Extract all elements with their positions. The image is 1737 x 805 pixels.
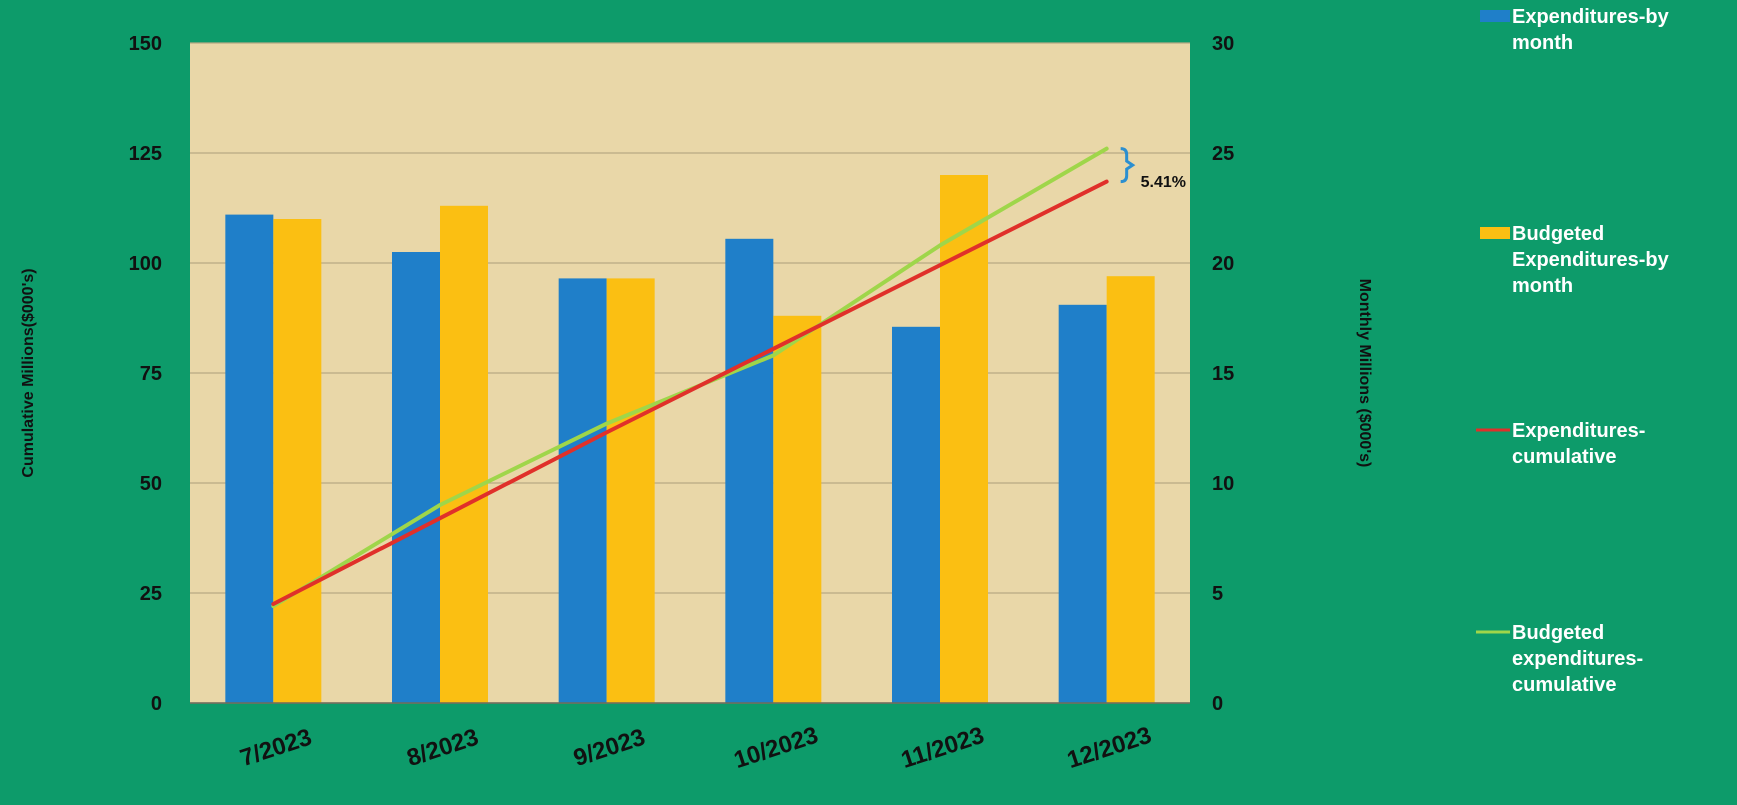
x-tick-label: 8/2023	[404, 724, 482, 772]
bar-budgeted-monthly	[773, 315, 822, 703]
annotation: 5.41%	[1120, 147, 1186, 191]
legend-label: Expenditures-by	[1512, 6, 1670, 28]
legend: Expenditures-by month Budgeted Expenditures…	[1476, 6, 1670, 696]
legend-label: Expenditures-by	[1512, 249, 1670, 271]
bar-budgeted-monthly	[1106, 276, 1155, 703]
bar-expenditures-monthly	[1058, 304, 1107, 703]
y-left-tick-label: 150	[129, 33, 162, 55]
y-right-tick-label: 25	[1212, 143, 1234, 165]
x-tick-label: 10/2023	[731, 722, 822, 774]
y-right-tick-label: 0	[1212, 693, 1223, 715]
legend-swatch	[1480, 227, 1510, 239]
difference-label: 5.41%	[1141, 174, 1186, 191]
legend-label: Expenditures-	[1512, 420, 1645, 442]
bar-budgeted-monthly	[606, 278, 655, 703]
y-right-tick-label: 10	[1212, 473, 1234, 495]
line-expenditures-cumulative	[271, 179, 1109, 606]
y-left-tick-label: 25	[140, 583, 162, 605]
legend-swatch	[1480, 10, 1510, 22]
legend-label: expenditures-	[1512, 648, 1643, 670]
y-right-tick-label: 20	[1212, 253, 1234, 275]
y-right-axis-title: Monthly Millions ($000's)	[1356, 279, 1373, 468]
bars	[225, 175, 1155, 704]
legend-label: month	[1512, 32, 1573, 54]
y-left-tick-label: 125	[129, 143, 162, 165]
y-left-tick-label: 75	[140, 363, 162, 385]
legend-label: cumulative	[1512, 674, 1616, 696]
x-tick-label: 9/2023	[570, 724, 648, 772]
y-right-tick-label: 15	[1212, 363, 1234, 385]
x-tick-label: 7/2023	[237, 724, 315, 772]
bar-expenditures-monthly	[558, 278, 607, 703]
difference-bracket	[1120, 147, 1136, 184]
legend-label: cumulative	[1512, 446, 1616, 468]
x-tick-label: 11/2023	[898, 722, 988, 774]
y-right-tick-label: 30	[1212, 33, 1234, 55]
y-left-tick-label: 0	[151, 693, 162, 715]
legend-label: month	[1512, 275, 1573, 297]
bar-expenditures-monthly	[892, 326, 940, 703]
bar-expenditures-monthly	[392, 252, 440, 703]
y-right-tick-label: 5	[1212, 583, 1223, 605]
bar-budgeted-monthly	[440, 205, 488, 704]
y-left-axis-title: Cumulative Millions($000's)	[20, 268, 37, 477]
legend-label: Budgeted	[1512, 622, 1604, 644]
legend-label: Budgeted	[1512, 223, 1604, 245]
y-left-tick-label: 50	[140, 473, 162, 495]
x-tick-label: 12/2023	[1064, 722, 1155, 774]
bar-expenditures-monthly	[225, 214, 274, 703]
lines	[271, 146, 1109, 609]
bar-budgeted-monthly	[273, 219, 322, 703]
bar-expenditures-monthly	[725, 238, 774, 704]
y-left-tick-label: 100	[129, 253, 162, 275]
